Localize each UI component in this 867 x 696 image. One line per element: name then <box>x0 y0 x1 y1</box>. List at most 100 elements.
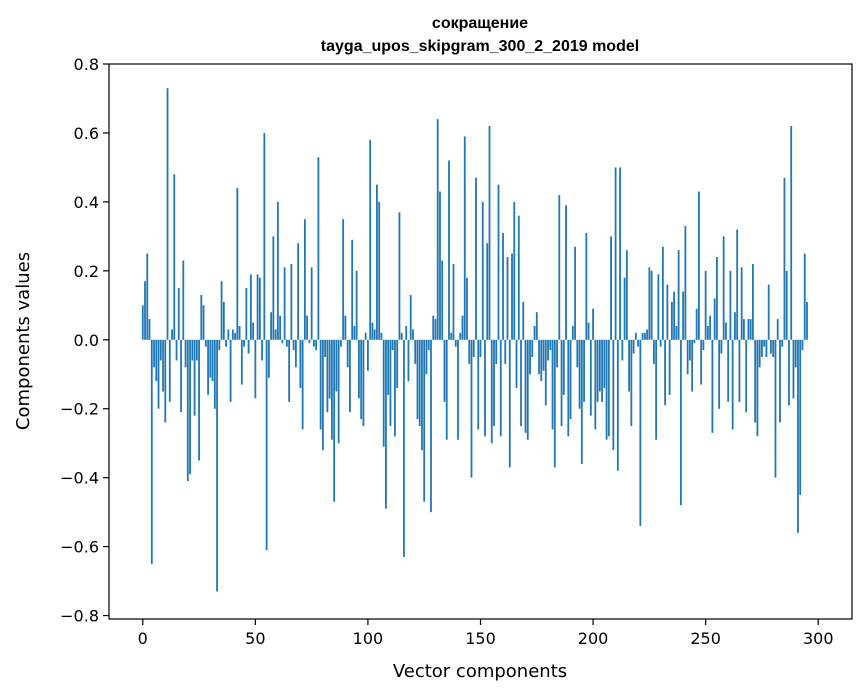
bar-35 <box>220 281 223 340</box>
y-tick-label-6: 0.4 <box>74 193 99 212</box>
bar-182 <box>551 339 554 430</box>
bar-190 <box>569 339 572 420</box>
bar-40 <box>231 329 234 340</box>
bar-159 <box>499 339 502 437</box>
bar-261 <box>729 270 732 340</box>
bar-235 <box>670 301 673 340</box>
bar-17 <box>180 339 182 413</box>
bar-21 <box>189 339 191 475</box>
bar-194 <box>578 339 581 409</box>
y-tick-label-0: −0.8 <box>60 607 99 626</box>
bar-154 <box>488 126 491 340</box>
bar-32 <box>213 339 216 409</box>
bar-284 <box>781 339 784 347</box>
bar-86 <box>335 339 338 392</box>
bar-112 <box>394 339 396 437</box>
bar-236 <box>673 291 676 340</box>
bar-16 <box>177 288 180 340</box>
bar-192 <box>574 246 576 340</box>
bar-169 <box>522 301 525 340</box>
chart-subtitle: tayga_upos_skipgram_300_2_2019 model <box>321 38 639 55</box>
bar-55 <box>265 339 268 551</box>
bar-249 <box>702 339 705 351</box>
x-tick-label-100: 100 <box>353 629 384 648</box>
bar-269 <box>747 319 750 340</box>
bar-199 <box>589 339 592 416</box>
bar-189 <box>567 339 570 437</box>
y-tick-label-8: 0.8 <box>74 55 99 74</box>
bar-263 <box>734 312 736 340</box>
bar-175 <box>535 312 538 340</box>
bar-66 <box>290 263 293 340</box>
bar-267 <box>743 319 745 340</box>
bar-83 <box>328 339 331 399</box>
bar-243 <box>688 339 691 361</box>
bar-204 <box>601 339 603 402</box>
bar-57 <box>270 312 273 340</box>
bar-221 <box>639 339 642 526</box>
bar-292 <box>799 339 802 495</box>
bar-225 <box>648 267 651 340</box>
bar-29 <box>207 339 209 395</box>
bar-138 <box>452 263 455 340</box>
bar-179 <box>544 339 547 406</box>
bar-291 <box>797 339 799 533</box>
bar-295 <box>806 301 808 340</box>
bar-121 <box>414 339 417 364</box>
bar-90 <box>344 315 347 340</box>
bar-9 <box>162 339 164 392</box>
bars-group <box>141 88 808 592</box>
bar-107 <box>382 339 385 447</box>
bar-186 <box>560 339 563 426</box>
bar-70 <box>299 339 302 389</box>
bar-36 <box>222 301 225 340</box>
bar-94 <box>353 325 356 340</box>
bar-30 <box>209 339 212 378</box>
bar-294 <box>803 253 806 340</box>
bar-71 <box>301 339 304 430</box>
bar-117 <box>405 325 408 340</box>
bar-219 <box>634 332 637 340</box>
bar-142 <box>461 315 464 340</box>
bar-226 <box>650 270 653 340</box>
bar-197 <box>585 232 588 340</box>
bar-143 <box>463 136 466 340</box>
bar-270 <box>749 319 752 340</box>
bar-168 <box>520 339 522 426</box>
bar-255 <box>716 257 718 340</box>
bar-227 <box>652 339 655 364</box>
bar-245 <box>693 339 696 344</box>
bar-13 <box>171 329 173 340</box>
bar-220 <box>637 339 640 347</box>
bar-111 <box>391 339 394 351</box>
x-tick-label-150: 150 <box>465 629 496 648</box>
bar-56 <box>267 339 270 378</box>
bar-85 <box>333 339 336 502</box>
x-axis-ticks: 0 50 100 150 200 250 300 <box>138 619 834 648</box>
bar-120 <box>412 329 414 340</box>
bar-37 <box>225 339 227 347</box>
bar-124 <box>421 339 423 451</box>
bar-54 <box>263 132 266 340</box>
bar-257 <box>720 339 723 354</box>
bar-209 <box>612 339 615 451</box>
bar-230 <box>659 339 662 347</box>
bar-119 <box>409 294 412 340</box>
bar-198 <box>587 322 590 340</box>
bar-27 <box>202 305 205 340</box>
bar-129 <box>432 315 435 340</box>
bar-116 <box>403 339 405 557</box>
bar-171 <box>526 339 529 440</box>
bar-25 <box>198 339 200 461</box>
bar-241 <box>684 226 687 340</box>
bar-10 <box>164 339 167 423</box>
bar-193 <box>576 339 579 368</box>
bar-76 <box>312 339 315 347</box>
bar-283 <box>779 339 781 423</box>
bar-53 <box>261 339 263 361</box>
bar-3 <box>148 319 151 340</box>
bar-91 <box>346 339 349 368</box>
bar-114 <box>398 212 401 340</box>
bar-127 <box>427 339 430 351</box>
